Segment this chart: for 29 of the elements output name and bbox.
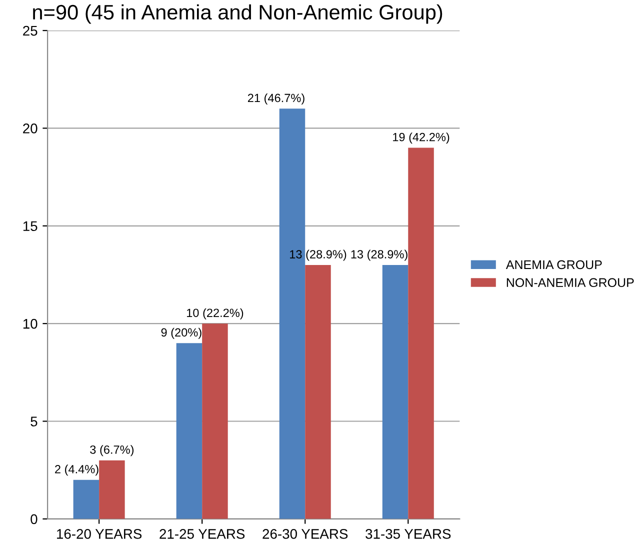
bar — [176, 343, 202, 519]
y-tick-label: 0 — [30, 514, 38, 524]
bar — [202, 324, 228, 519]
y-tick-label: 25 — [23, 26, 38, 36]
data-label: 2 (4.4%) — [55, 464, 98, 476]
bar — [279, 108, 306, 519]
data-label: 21 (46.7%) — [248, 93, 304, 104]
y-tick-label: 10 — [23, 318, 38, 329]
data-label: 10 (22.2%) — [186, 308, 244, 320]
data-label: 3 (6.7%) — [90, 445, 134, 456]
bar — [99, 460, 125, 519]
bar — [73, 480, 100, 519]
chart-title: n=90 (45 in Anemia and Non-Anemic Group) — [33, 4, 442, 24]
data-label: 13 (28.9%) — [351, 250, 408, 261]
bar — [382, 264, 408, 519]
y-tick-label: 20 — [23, 124, 38, 134]
x-tick-label: 21-25 YEARS — [160, 529, 245, 539]
data-label: 13 (28.9%) — [290, 250, 346, 261]
legend-label: ANEMIA GROUP — [506, 260, 602, 270]
y-tick-label: 5 — [30, 416, 38, 426]
data-label: 19 (42.2%) — [393, 132, 450, 144]
x-tick-label: 31-35 YEARS — [366, 529, 451, 539]
bar — [408, 148, 434, 519]
x-tick-label: 26-30 YEARS — [262, 529, 348, 539]
bar — [305, 264, 331, 519]
data-label: 9 (20%) — [161, 328, 202, 339]
x-tick-label: 16-20 YEARS — [57, 529, 142, 539]
legend-label: NON-ANEMIA GROUP — [506, 278, 634, 288]
y-tick-label: 15 — [23, 221, 38, 232]
